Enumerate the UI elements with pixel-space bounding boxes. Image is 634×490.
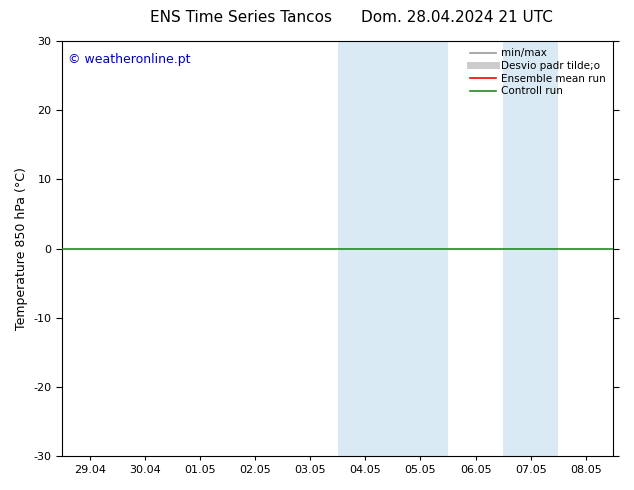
Text: © weatheronline.pt: © weatheronline.pt	[68, 53, 190, 67]
Bar	[522, 41, 540, 456]
Legend: min/max, Desvio padr tilde;o, Ensemble mean run, Controll run: min/max, Desvio padr tilde;o, Ensemble m…	[468, 46, 608, 98]
Bar	[338, 41, 393, 456]
Bar	[503, 41, 522, 456]
Y-axis label: Temperature 850 hPa (°C): Temperature 850 hPa (°C)	[15, 167, 28, 330]
Bar	[393, 41, 448, 456]
Text: ENS Time Series Tancos: ENS Time Series Tancos	[150, 10, 332, 25]
Bar	[540, 41, 559, 456]
Text: Dom. 28.04.2024 21 UTC: Dom. 28.04.2024 21 UTC	[361, 10, 552, 25]
